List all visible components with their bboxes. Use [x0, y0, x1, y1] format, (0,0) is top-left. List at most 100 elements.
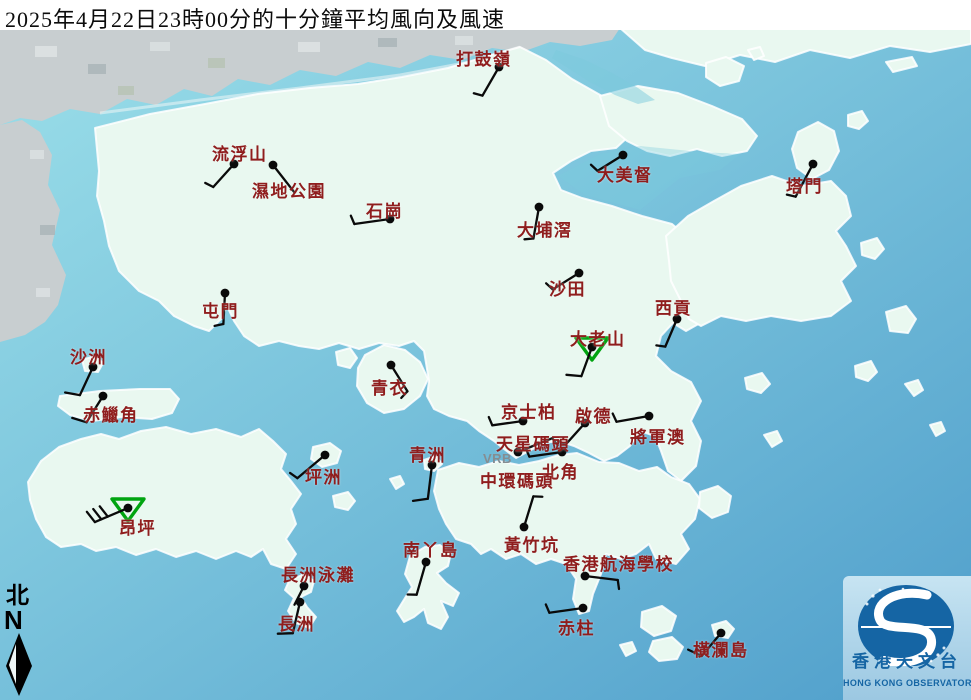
- station-dot: [519, 522, 529, 532]
- station-north-point: [524, 447, 567, 458]
- wind-barb-feather: [655, 344, 667, 348]
- station-tseung-kwan-o: [611, 411, 654, 423]
- station-tsing-yi: [386, 360, 409, 400]
- wind-barb-feather: [204, 181, 215, 189]
- calm-variable-triangle-icon: [110, 497, 146, 523]
- wind-barb-staff: [426, 463, 434, 500]
- wind-barb-feather: [544, 282, 554, 291]
- station-dot: [574, 268, 584, 278]
- station-dot: [88, 362, 98, 372]
- wind-barb-feather: [611, 412, 618, 423]
- wind-barb-staff: [271, 163, 296, 194]
- wind-barb-staff: [353, 217, 392, 226]
- station-peng-chau: [288, 450, 330, 480]
- station-dot: [644, 411, 654, 421]
- station-hk-sea-school: [580, 571, 621, 591]
- wind-barb-feather: [487, 415, 494, 427]
- wind-barb-feather: [565, 373, 583, 378]
- station-dot: [98, 391, 108, 401]
- north-indicator: 北 N: [2, 584, 38, 700]
- station-dot: [513, 447, 523, 457]
- wind-barb-staff: [551, 271, 581, 291]
- wind-barb-feather: [288, 471, 299, 480]
- wind-barb-feather: [589, 163, 599, 173]
- station-tai-mei-tuk: [589, 150, 628, 173]
- north-label-cjk: 北: [6, 583, 29, 608]
- station-ta-kwu-ling: [472, 62, 504, 97]
- station-stanley: [544, 603, 588, 614]
- station-star-ferry: [513, 436, 559, 457]
- station-waglan-island: [686, 628, 726, 658]
- wind-barb-feather: [411, 497, 430, 502]
- wind-barb-feather: [98, 505, 109, 518]
- bay-water-tint: [552, 50, 740, 210]
- station-dot: [123, 503, 133, 513]
- station-shek-kong: [349, 214, 395, 226]
- wind-barb-feather: [472, 92, 484, 97]
- hko-logo-icon: [858, 585, 954, 668]
- wind-barb-staff: [596, 153, 625, 173]
- station-dot: [295, 597, 305, 607]
- wind-barb-feather: [276, 632, 294, 635]
- wind-barb-staff: [528, 450, 564, 458]
- station-dot: [808, 159, 818, 169]
- station-dot: [494, 62, 504, 72]
- hko-logo-name-cjk: 香港天文台: [852, 652, 962, 671]
- wind-barb-staff: [580, 345, 594, 378]
- wind-barb-staff: [522, 495, 535, 529]
- station-dot: [672, 314, 682, 324]
- station-ngong-ping: [85, 497, 146, 524]
- station-cheung-chau: [276, 597, 305, 635]
- wind-barb-feather: [785, 193, 797, 198]
- wind-barb-staff: [78, 365, 95, 397]
- wind-barb-staff: [664, 317, 679, 348]
- station-wong-chuk-hang: [519, 495, 544, 532]
- wind-barb-feather: [523, 237, 535, 241]
- station-kai-tak: [556, 418, 590, 446]
- station-dot: [229, 159, 239, 169]
- wind-barb-staff: [794, 162, 815, 198]
- station-dot: [299, 581, 309, 591]
- station-dot: [220, 288, 230, 298]
- wind-barb-feather: [213, 322, 225, 327]
- station-tuen-mun: [213, 288, 230, 327]
- wind-barb-staff: [415, 560, 428, 596]
- wind-barb-feather: [544, 603, 551, 614]
- wind-barb-feather: [686, 648, 703, 658]
- station-dot: [386, 360, 396, 370]
- wind-barb-staff: [564, 421, 587, 446]
- station-dot: [618, 150, 628, 160]
- station-chek-lap-kok: [71, 391, 108, 424]
- station-dot: [421, 557, 431, 567]
- station-lamma-island: [406, 557, 431, 596]
- station-dot: [518, 416, 528, 426]
- station-tai-po-kau: [523, 202, 544, 241]
- wind-barb-feather: [85, 510, 97, 524]
- station-dot: [427, 460, 437, 470]
- title-bar: 2025年4月22日23時00分的十分鐘平均風向及風速: [0, 0, 971, 32]
- wind-barb-feather: [92, 507, 103, 521]
- station-dot: [580, 571, 590, 581]
- station-dot: [268, 160, 278, 170]
- wind-barb-staff: [296, 453, 327, 480]
- station-dot: [320, 450, 330, 460]
- wind-barb-staff: [389, 363, 409, 393]
- wind-barb-feather: [551, 436, 559, 447]
- wind-barb-staff: [212, 162, 236, 189]
- station-green-island: [411, 460, 437, 502]
- station-dot: [587, 342, 597, 352]
- wind-barb-staff: [481, 65, 501, 97]
- station-lau-fau-shan: [204, 159, 239, 189]
- station-dot: [578, 603, 588, 613]
- station-kings-park: [487, 415, 528, 427]
- hko-logo-panel: 香港天文台 HONG KONG OBSERVATORY: [843, 576, 971, 700]
- wind-barb-staff: [491, 419, 525, 427]
- wind-barb-staff: [85, 394, 105, 424]
- wind-barb-staff: [700, 631, 723, 658]
- station-dot: [580, 418, 590, 428]
- station-dot: [716, 628, 726, 638]
- station-dot: [557, 447, 567, 457]
- wind-barb-staff: [548, 606, 585, 614]
